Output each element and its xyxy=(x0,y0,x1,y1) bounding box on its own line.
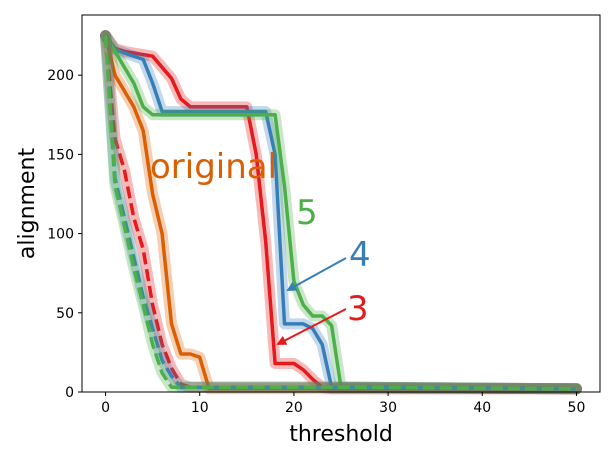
y-tick-label-100: 100 xyxy=(47,227,74,243)
y-tick-label-150: 150 xyxy=(47,147,74,163)
plot-frame xyxy=(81,14,601,393)
annotation-3: 3 xyxy=(347,289,369,329)
series-line-0 xyxy=(103,35,577,391)
series-line-1 xyxy=(104,34,577,391)
y-tick-label-50: 50 xyxy=(56,306,74,322)
series-layer xyxy=(100,30,582,395)
annotation-5: 5 xyxy=(296,193,318,233)
arrow-3 xyxy=(276,308,347,345)
y-axis-label: alignment xyxy=(15,148,40,260)
x-axis-label: threshold xyxy=(289,422,393,447)
arrow-4 xyxy=(286,257,347,291)
x-tick-label-40: 40 xyxy=(473,400,491,416)
x-tick-label-20: 20 xyxy=(285,400,303,416)
y-tick-label-0: 0 xyxy=(65,385,74,401)
annotation-original: original xyxy=(150,147,277,187)
annotation-4: 4 xyxy=(349,235,371,275)
x-tick-label-10: 10 xyxy=(191,400,209,416)
x-tick-label-0: 0 xyxy=(101,400,110,416)
y-tick-label-200: 200 xyxy=(47,68,74,84)
series-line-5 xyxy=(103,35,577,391)
x-tick-label-30: 30 xyxy=(379,400,397,416)
annotation-layer: original 54 3 xyxy=(150,147,371,345)
x-tick-label-50: 50 xyxy=(568,400,586,416)
series-line-6 xyxy=(103,35,577,391)
ticks-layer: 0 10 20 30 40 50 0 50 100 150 200 xyxy=(47,68,585,416)
